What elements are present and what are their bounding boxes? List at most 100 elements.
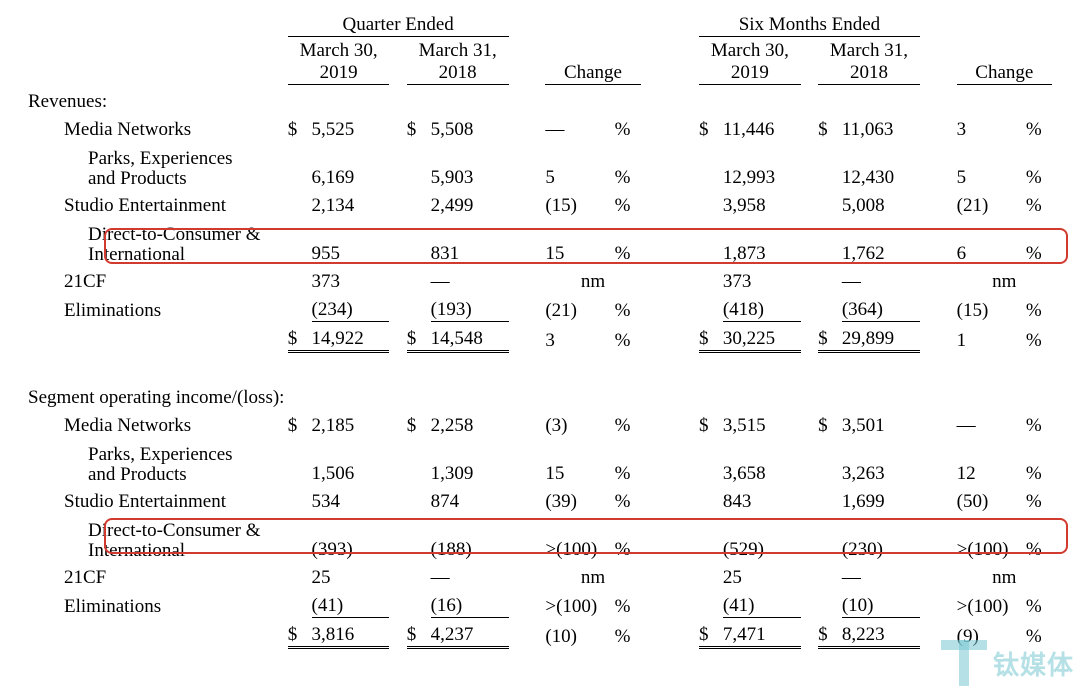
cell: 25 <box>723 561 801 589</box>
rev-total: $14,922 $14,548 3% $30,225 $29,899 1% <box>28 322 1052 352</box>
cell: — <box>431 265 509 293</box>
watermark: 钛媒体 <box>941 640 1074 686</box>
cell: 5,525 <box>312 113 390 141</box>
pct: % <box>1026 409 1052 437</box>
dollar-sign: $ <box>407 322 431 352</box>
cell: 3,501 <box>842 409 920 437</box>
row-label: Media Networks <box>28 113 288 141</box>
pct: % <box>615 409 641 437</box>
seg-total: $3,816 $4,237 (10)% $7,471 $8,223 (9)% <box>28 618 1052 648</box>
row-label: Direct-to-Consumer &International <box>28 513 288 561</box>
row-label: Direct-to-Consumer &International <box>28 217 288 265</box>
cell: 14,548 <box>431 322 509 352</box>
cell: (188) <box>431 513 509 561</box>
pct: % <box>615 618 641 648</box>
cell: (39) <box>545 485 614 513</box>
row-label: Parks, Experiencesand Products <box>28 141 288 189</box>
row-label: Studio Entertainment <box>28 485 288 513</box>
hdr-s-2018: March 31,2018 <box>818 37 920 85</box>
hdr-change-s: Change <box>957 37 1052 85</box>
label-revenues: Revenues: <box>28 85 288 114</box>
dollar-sign: $ <box>288 113 312 141</box>
cell: 7,471 <box>723 618 801 648</box>
cell: 29,899 <box>842 322 920 352</box>
pct: % <box>1026 293 1052 322</box>
cell: 1,873 <box>723 217 801 265</box>
pct: % <box>615 293 641 322</box>
cell: — <box>957 409 1026 437</box>
dollar-sign: $ <box>818 409 842 437</box>
cell: 30,225 <box>723 322 801 352</box>
rev-21cf: 21CF 373 — nm 373 — nm <box>28 265 1052 293</box>
header-row-2: March 30,2019 March 31,2018 Change March… <box>28 37 1052 85</box>
cell: (193) <box>431 293 509 322</box>
cell: 3,515 <box>723 409 801 437</box>
cell: 5,903 <box>431 141 509 189</box>
row-label: Media Networks <box>28 409 288 437</box>
cell: 6,169 <box>312 141 390 189</box>
dollar-sign: $ <box>407 409 431 437</box>
hdr-q-2018: March 31,2018 <box>407 37 509 85</box>
cell: nm <box>957 561 1052 589</box>
cell: (418) <box>723 293 801 322</box>
cell: 2,134 <box>312 189 390 217</box>
cell: nm <box>545 561 640 589</box>
pct: % <box>1026 217 1052 265</box>
cell: 12 <box>957 437 1026 485</box>
cell: (15) <box>957 293 1026 322</box>
pct: % <box>1026 589 1052 618</box>
cell: (364) <box>842 293 920 322</box>
cell: (41) <box>723 589 801 618</box>
seg-dtc: Direct-to-Consumer &International (393) … <box>28 513 1052 561</box>
dollar-sign: $ <box>288 322 312 352</box>
dollar-sign: $ <box>699 618 723 648</box>
section-revenues: Revenues: <box>28 85 1052 114</box>
dollar-sign: $ <box>407 618 431 648</box>
seg-studio: Studio Entertainment 534 874 (39)% 843 1… <box>28 485 1052 513</box>
cell: 11,063 <box>842 113 920 141</box>
seg-media: Media Networks $2,185 $2,258 (3)% $3,515… <box>28 409 1052 437</box>
cell: 955 <box>312 217 390 265</box>
cell: >(100) <box>957 513 1026 561</box>
cell: (15) <box>545 189 614 217</box>
cell: 2,258 <box>431 409 509 437</box>
cell: 1 <box>957 322 1026 352</box>
pct: % <box>615 437 641 485</box>
cell: (21) <box>957 189 1026 217</box>
dollar-sign: $ <box>699 409 723 437</box>
cell: 12,430 <box>842 141 920 189</box>
dollar-sign: $ <box>288 618 312 648</box>
row-label: Eliminations <box>28 293 288 322</box>
cell: 3 <box>957 113 1026 141</box>
cell: 831 <box>431 217 509 265</box>
cell: (16) <box>431 589 509 618</box>
cell: 2,499 <box>431 189 509 217</box>
cell: 373 <box>723 265 801 293</box>
dollar-sign: $ <box>288 409 312 437</box>
cell: 6 <box>957 217 1026 265</box>
rev-parks: Parks, Experiencesand Products 6,169 5,9… <box>28 141 1052 189</box>
cell: 843 <box>723 485 801 513</box>
cell: 1,309 <box>431 437 509 485</box>
hdr-quarter-ended: Quarter Ended <box>288 8 509 37</box>
row-label: Eliminations <box>28 589 288 618</box>
pct: % <box>615 589 641 618</box>
cell: 3,816 <box>312 618 390 648</box>
cell: — <box>842 265 920 293</box>
seg-parks: Parks, Experiencesand Products 1,506 1,3… <box>28 437 1052 485</box>
cell: (230) <box>842 513 920 561</box>
rev-studio: Studio Entertainment 2,134 2,499 (15)% 3… <box>28 189 1052 217</box>
header-row-1: Quarter Ended Six Months Ended <box>28 8 1052 37</box>
cell: 5,508 <box>431 113 509 141</box>
hdr-six-months-ended: Six Months Ended <box>699 8 920 37</box>
cell: 5 <box>545 141 614 189</box>
cell: (234) <box>312 293 390 322</box>
cell: (393) <box>312 513 390 561</box>
row-label: 21CF <box>28 561 288 589</box>
rev-elim: Eliminations (234) (193) (21)% (418) (36… <box>28 293 1052 322</box>
cell: — <box>545 113 614 141</box>
cell: 874 <box>431 485 509 513</box>
row-label: 21CF <box>28 265 288 293</box>
pct: % <box>1026 322 1052 352</box>
pct: % <box>1026 485 1052 513</box>
